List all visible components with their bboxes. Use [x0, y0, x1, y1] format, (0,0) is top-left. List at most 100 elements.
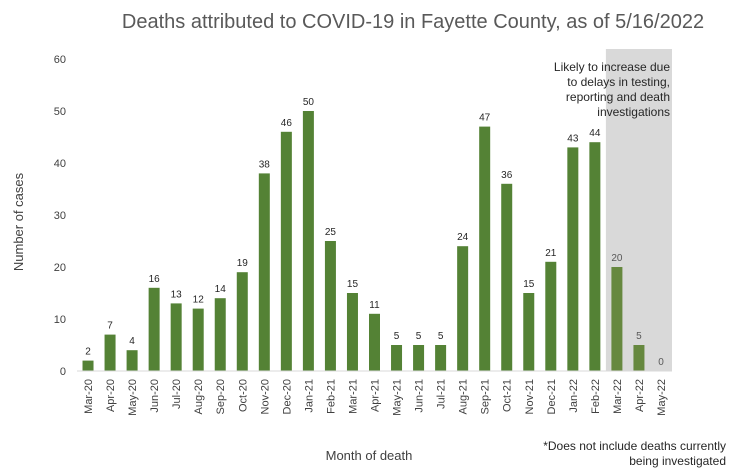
bar	[170, 303, 182, 371]
x-tick-label: May-22	[656, 379, 668, 416]
x-tick-label: Feb-22	[590, 379, 602, 414]
bar	[192, 308, 204, 371]
y-axis-label: Number of cases	[11, 172, 26, 271]
bar	[280, 131, 292, 371]
x-tick-label: May-21	[392, 379, 404, 416]
data-label: 5	[636, 331, 642, 342]
bar	[82, 360, 94, 371]
data-label: 2	[85, 347, 91, 358]
data-label: 24	[457, 232, 469, 243]
y-tick-label: 10	[54, 314, 66, 326]
bar	[501, 183, 513, 371]
x-tick-label: Sep-20	[215, 379, 227, 414]
bar	[589, 142, 601, 371]
x-tick-label: Jan-22	[568, 379, 580, 413]
data-label: 16	[149, 274, 161, 285]
data-label: 50	[303, 97, 315, 108]
bar	[302, 111, 314, 371]
data-label: 46	[281, 118, 293, 129]
data-label: 47	[479, 113, 491, 124]
x-tick-label: Nov-20	[259, 379, 271, 414]
data-label: 5	[394, 331, 400, 342]
x-tick-label: Jun-21	[414, 379, 426, 413]
x-tick-label: May-20	[127, 379, 139, 416]
data-label: 0	[658, 357, 664, 368]
bar	[369, 313, 380, 371]
footnote-line: being investigated	[629, 454, 726, 468]
x-tick-label: Dec-21	[546, 379, 558, 414]
x-tick-label: Mar-21	[347, 379, 359, 414]
bars	[82, 111, 645, 371]
data-label: 5	[416, 331, 422, 342]
y-tick-label: 20	[54, 262, 66, 274]
y-axis-ticks: 0 10 20 30 40 50 60	[54, 54, 66, 378]
x-tick-label: Feb-21	[325, 379, 337, 414]
y-tick-label: 40	[54, 158, 66, 170]
footnote-line: *Does not include deaths currently	[543, 439, 726, 453]
y-tick-label: 60	[54, 54, 66, 66]
x-axis-ticks: Mar-20 Apr-20 May-20 Jun-20 Jul-20 Aug-20 Sep-…	[83, 379, 668, 416]
x-tick-label: Jul-20	[171, 379, 183, 409]
bar	[346, 293, 358, 371]
data-label: 38	[259, 159, 271, 170]
x-tick-label: Nov-21	[524, 379, 536, 414]
bar	[567, 147, 579, 371]
bar	[391, 345, 403, 371]
x-tick-label: Apr-22	[634, 379, 646, 412]
bar	[258, 173, 270, 371]
data-label: 20	[611, 253, 623, 264]
data-label: 4	[129, 336, 135, 347]
x-tick-label: Dec-20	[281, 379, 293, 414]
x-tick-label: Jan-21	[303, 379, 315, 413]
y-tick-label: 50	[54, 106, 66, 118]
note-line: reporting and death	[566, 90, 670, 104]
chart-title: Deaths attributed to COVID-19 in Fayette…	[122, 11, 704, 33]
data-label: 15	[347, 279, 359, 290]
x-tick-label: Jun-20	[149, 379, 161, 413]
bar	[457, 246, 469, 371]
bar	[545, 261, 557, 371]
bar	[435, 345, 447, 371]
bar	[611, 267, 623, 371]
bar	[523, 293, 535, 371]
data-label: 21	[545, 248, 557, 259]
bar	[126, 350, 138, 371]
x-tick-label: Sep-21	[480, 379, 492, 414]
data-label: 11	[369, 300, 380, 311]
data-label: 44	[589, 128, 601, 139]
note-line: investigations	[597, 105, 670, 119]
data-label: 36	[501, 170, 513, 181]
x-axis-label: Month of death	[326, 448, 413, 463]
data-label: 25	[325, 227, 337, 238]
x-tick-label: Oct-20	[237, 379, 249, 412]
x-tick-label: Apr-21	[370, 379, 382, 412]
bar	[324, 241, 336, 371]
bar	[413, 345, 425, 371]
data-label: 14	[215, 284, 227, 295]
bar	[479, 126, 491, 371]
x-tick-label: Mar-20	[83, 379, 95, 414]
data-label: 7	[107, 321, 113, 332]
x-tick-label: Aug-20	[193, 379, 205, 414]
bar	[214, 298, 226, 371]
data-label: 19	[237, 258, 249, 269]
bar	[236, 272, 248, 371]
data-label: 43	[567, 133, 579, 144]
x-tick-label: Oct-21	[502, 379, 514, 412]
data-label: 13	[171, 289, 183, 300]
y-tick-label: 0	[60, 366, 66, 378]
x-tick-label: Jul-21	[436, 379, 448, 409]
bar	[148, 287, 160, 371]
footnote: *Does not include deaths currentlybeing …	[543, 439, 726, 468]
bar	[633, 345, 645, 371]
x-tick-label: Apr-20	[105, 379, 117, 412]
x-tick-label: Mar-22	[612, 379, 624, 414]
data-label: 12	[193, 295, 205, 306]
bar	[104, 334, 116, 371]
data-label: 15	[523, 279, 535, 290]
data-label: 5	[438, 331, 444, 342]
x-tick-label: Aug-21	[458, 379, 470, 414]
